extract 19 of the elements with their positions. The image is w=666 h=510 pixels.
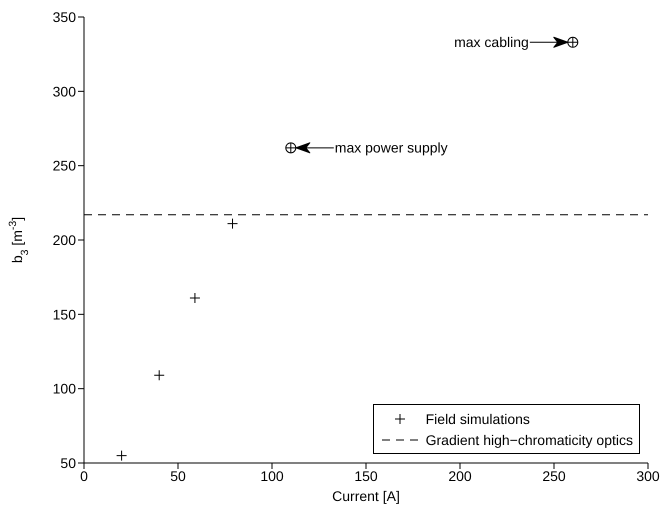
x-tick-label: 150 <box>354 468 378 484</box>
annotation: max cabling <box>454 34 529 50</box>
y-tick-label: 300 <box>52 83 76 100</box>
y-tick-label: 200 <box>52 232 76 248</box>
y-tick-label: 250 <box>52 158 76 174</box>
y-tick-label: 50 <box>60 454 76 471</box>
y-tick-label: 100 <box>52 380 76 397</box>
legend-label: Gradient high−chromaticity optics <box>426 432 633 448</box>
x-tick-label: 100 <box>260 468 284 484</box>
legend-label: Field simulations <box>426 410 530 426</box>
x-tick-label: 50 <box>170 468 186 484</box>
x-tick-label: 0 <box>80 468 88 484</box>
x-tick-label: 250 <box>542 468 566 484</box>
y-tick-label: 150 <box>52 306 76 322</box>
x-tick-label: 200 <box>448 468 472 484</box>
annotation: max power supply <box>334 140 448 156</box>
x-axis-title: Current [A] <box>332 488 400 504</box>
x-tick-label: 300 <box>636 468 660 484</box>
y-tick-label: 350 <box>52 8 76 25</box>
